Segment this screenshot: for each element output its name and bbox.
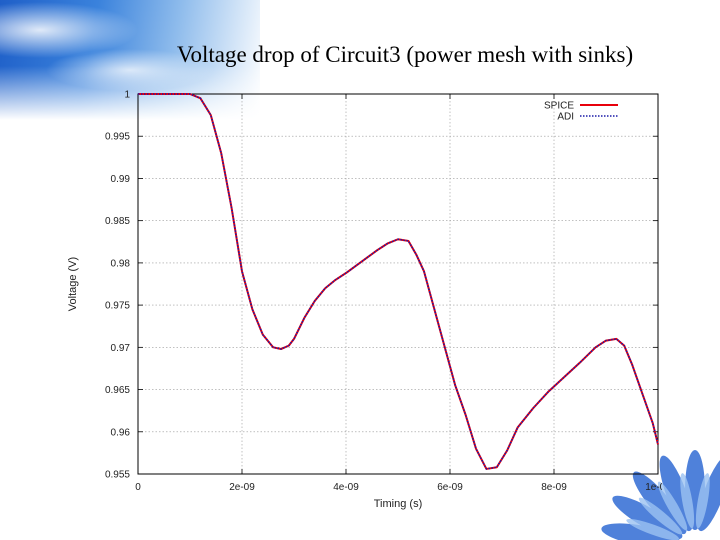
y-tick-label: 0.98 xyxy=(111,258,131,269)
x-tick-label: 6e-09 xyxy=(437,482,463,493)
legend-label-adi: ADI xyxy=(557,112,574,123)
x-tick-label: 8e-09 xyxy=(541,482,567,493)
y-tick-label: 0.985 xyxy=(105,216,130,227)
y-tick-label: 0.995 xyxy=(105,132,130,143)
series-line-adi xyxy=(138,93,659,470)
y-tick-label: 0.955 xyxy=(105,470,130,481)
y-tick-label: 0.975 xyxy=(105,301,130,312)
plot-frame xyxy=(137,93,659,475)
y-tick-label: 1 xyxy=(124,90,130,101)
y-tick-label: 0.965 xyxy=(105,385,130,396)
y-axis-ticks: 0.955 0.96 0.965 0.97 0.975 0.98 0.985 0.99 0.99… xyxy=(105,90,658,481)
legend-label-spice: SPICE xyxy=(544,101,574,112)
chart-series xyxy=(138,93,659,470)
y-tick-label: 0.99 xyxy=(111,174,131,185)
x-tick-label: 4e-09 xyxy=(333,482,359,493)
x-tick-label: 0 xyxy=(135,482,141,493)
voltage-chart: 0.955 0.96 0.965 0.97 0.975 0.98 0.985 0.99 0.99… xyxy=(62,82,662,512)
x-axis-ticks: 0 2e-09 4e-09 6e-09 8e-09 1e-08 xyxy=(135,94,662,493)
slide-title: Voltage drop of Circuit3 (power mesh wit… xyxy=(176,42,634,67)
flower-decoration xyxy=(580,450,720,540)
y-axis-label: Voltage (V) xyxy=(67,257,79,311)
chart-grid xyxy=(137,93,659,475)
x-tick-label: 2e-09 xyxy=(229,482,255,493)
y-tick-label: 0.97 xyxy=(111,343,131,354)
y-tick-label: 0.96 xyxy=(111,427,131,438)
chart-svg: 0.955 0.96 0.965 0.97 0.975 0.98 0.985 0.99 0.99… xyxy=(67,90,662,511)
x-axis-label: Timing (s) xyxy=(374,498,422,510)
x-tick-label: 1e-08 xyxy=(645,482,662,493)
series-line-spice xyxy=(138,93,659,470)
sky-decoration-fade xyxy=(0,0,260,120)
